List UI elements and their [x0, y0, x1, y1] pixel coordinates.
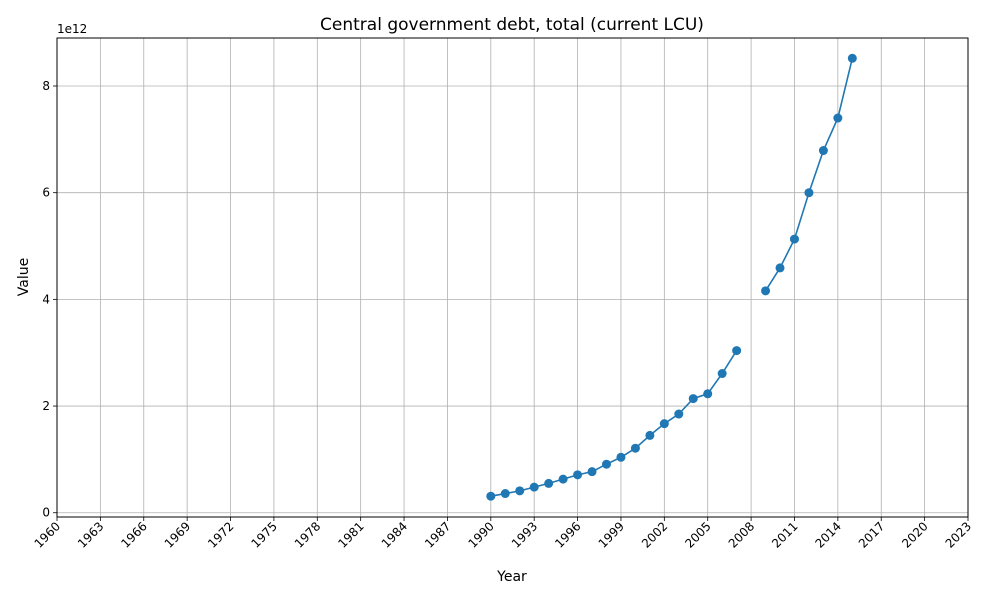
x-tick-label: 2017 — [856, 519, 887, 550]
x-tick-label: 1993 — [509, 519, 540, 550]
x-tick-label: 1963 — [75, 519, 106, 550]
x-tick-label: 1987 — [422, 519, 453, 550]
data-point — [775, 263, 785, 273]
x-tick-label: 2002 — [639, 519, 670, 550]
data-point — [544, 478, 554, 488]
data-point — [486, 491, 496, 501]
x-tick-label: 1966 — [118, 519, 149, 550]
data-point — [761, 286, 771, 296]
x-tick-label: 1975 — [249, 519, 280, 550]
plot-frame — [56, 37, 969, 518]
x-tick-label: 1996 — [552, 519, 583, 550]
x-axis-label: Year — [496, 569, 527, 585]
series-layer — [486, 53, 857, 501]
y-axis-label: Value — [16, 258, 32, 296]
x-tick-label: 1984 — [379, 519, 410, 550]
data-point — [645, 430, 655, 440]
data-point — [804, 188, 814, 198]
y-tick-label: 6 — [42, 186, 50, 200]
x-tick-label: 1981 — [335, 519, 366, 550]
data-point — [500, 489, 510, 499]
x-tick-label: 2011 — [769, 519, 800, 550]
data-point — [847, 53, 857, 63]
data-point — [601, 459, 611, 469]
x-tick-label: 2008 — [726, 519, 757, 550]
y-axis-offset-text: 1e12 — [57, 22, 87, 36]
data-point — [717, 369, 727, 379]
y-tick-label: 4 — [42, 292, 50, 306]
x-tick-label: 1978 — [292, 519, 323, 550]
data-point — [529, 482, 539, 492]
x-tick-label: 1999 — [596, 519, 627, 550]
data-point — [616, 452, 626, 462]
data-point — [515, 486, 525, 496]
y-tick-label: 2 — [42, 399, 50, 413]
data-point — [587, 467, 597, 477]
x-tick-label: 1990 — [465, 519, 496, 550]
series-line — [490, 350, 738, 497]
data-point — [688, 394, 698, 404]
series-line — [764, 58, 854, 292]
chart-title: Central government debt, total (current … — [320, 15, 704, 35]
x-tick-label: 1969 — [162, 519, 193, 550]
data-point — [630, 443, 640, 453]
data-point — [789, 234, 799, 244]
x-tick-label: 2023 — [943, 519, 974, 550]
x-tick-label: 2014 — [812, 519, 843, 550]
data-point — [732, 346, 742, 356]
data-point — [703, 389, 713, 399]
data-point — [833, 113, 843, 123]
x-tick-label: 2005 — [682, 519, 713, 550]
x-tick-label: 1960 — [32, 519, 63, 550]
data-point — [659, 419, 669, 429]
x-tick-label: 1972 — [205, 519, 236, 550]
data-point — [674, 409, 684, 419]
y-tick-label: 8 — [42, 79, 50, 93]
y-axis-ticks: 0 2 4 6 8 — [42, 79, 57, 520]
data-point — [573, 470, 583, 480]
data-point — [558, 474, 568, 484]
y-tick-label: 0 — [42, 506, 50, 520]
x-axis-ticks: 1960 1963 1966 1969 1972 1975 1978 1981 1984 1987… — [32, 517, 974, 551]
x-tick-label: 2020 — [899, 519, 930, 550]
grid-lines — [56, 38, 969, 517]
data-point — [818, 146, 828, 156]
